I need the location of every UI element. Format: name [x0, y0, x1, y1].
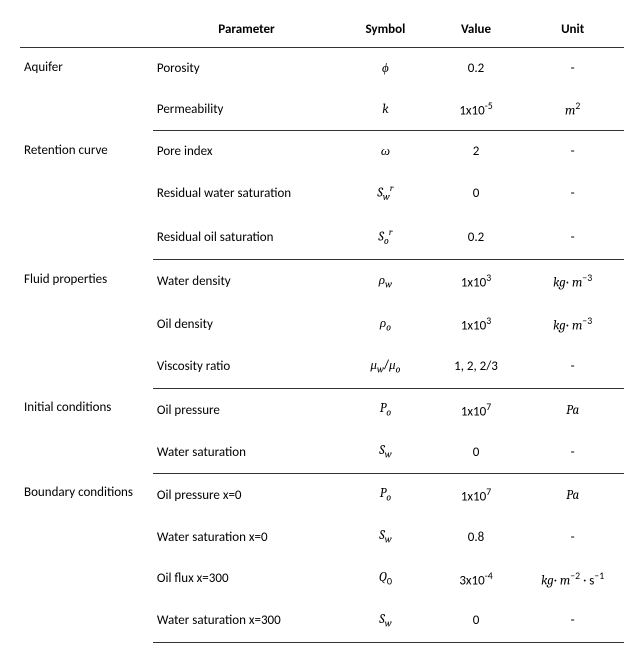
parameter-cell: Permeability — [153, 88, 340, 131]
symbol-cell: Sw — [340, 431, 431, 473]
parameter-cell: Oil flux x=300 — [153, 558, 340, 600]
unit-cell: Pa — [521, 388, 624, 431]
header-unit: Unit — [521, 16, 624, 48]
symbol-cell: ρo — [340, 303, 431, 346]
parameter-cell: Water density — [153, 260, 340, 303]
unit-cell: - — [521, 345, 624, 388]
table-header-row: Parameter Symbol Value Unit — [20, 16, 624, 48]
parameter-cell: Water saturation — [153, 431, 340, 473]
symbol-cell: Sw — [340, 600, 431, 642]
parameter-cell: Residual oil saturation — [153, 215, 340, 259]
value-cell: 0.8 — [431, 516, 522, 558]
unit-cell: m2 — [521, 88, 624, 131]
header-symbol: Symbol — [340, 16, 431, 48]
parameter-table: Parameter Symbol Value Unit AquiferPoros… — [20, 16, 624, 643]
header-category — [20, 16, 153, 48]
unit-cell: kg· m−3 — [521, 303, 624, 346]
value-cell: 1, 2, 2/3 — [431, 345, 522, 388]
value-cell: 0 — [431, 171, 522, 215]
category-cell: Fluid properties — [20, 260, 153, 389]
parameter-cell: Oil pressure — [153, 388, 340, 431]
parameter-cell: Viscosity ratio — [153, 345, 340, 388]
table-row: Initial conditionsOil pressurePo1x107Pa — [20, 388, 624, 431]
table-row: Fluid propertiesWater densityρw1x103kg· … — [20, 260, 624, 303]
unit-cell: - — [521, 131, 624, 172]
unit-cell: - — [521, 516, 624, 558]
parameter-cell: Oil pressure x=0 — [153, 473, 340, 516]
value-cell: 1x103 — [431, 303, 522, 346]
value-cell: 0.2 — [431, 215, 522, 259]
category-cell: Aquifer — [20, 48, 153, 131]
value-cell: 1x107 — [431, 473, 522, 516]
symbol-cell: Po — [340, 388, 431, 431]
value-cell: 1x103 — [431, 260, 522, 303]
parameter-cell: Oil density — [153, 303, 340, 346]
value-cell: 1x10-5 — [431, 88, 522, 131]
value-cell: 3x10-4 — [431, 558, 522, 600]
unit-cell: Pa — [521, 473, 624, 516]
symbol-cell: Swr — [340, 171, 431, 215]
parameter-cell: Pore index — [153, 131, 340, 172]
parameter-cell: Residual water saturation — [153, 171, 340, 215]
header-value: Value — [431, 16, 522, 48]
category-cell: Initial conditions — [20, 388, 153, 473]
unit-cell: - — [521, 48, 624, 89]
unit-cell: kg· m−2 · s−1 — [521, 558, 624, 600]
symbol-cell: Sw — [340, 516, 431, 558]
value-cell: 2 — [431, 131, 522, 172]
unit-cell: - — [521, 431, 624, 473]
table-row: AquiferPorosityϕ0.2- — [20, 48, 624, 89]
symbol-cell: Po — [340, 473, 431, 516]
unit-cell: - — [521, 600, 624, 642]
category-cell: Retention curve — [20, 131, 153, 260]
table-body: AquiferPorosityϕ0.2-Permeabilityk1x10-5m… — [20, 48, 624, 643]
symbol-cell: μw/μo — [340, 345, 431, 388]
symbol-cell: Q0 — [340, 558, 431, 600]
symbol-cell: k — [340, 88, 431, 131]
header-parameter: Parameter — [153, 16, 340, 48]
symbol-cell: Sor — [340, 215, 431, 259]
table-row: Retention curvePore indexω2- — [20, 131, 624, 172]
value-cell: 0 — [431, 431, 522, 473]
parameter-cell: Water saturation x=300 — [153, 600, 340, 642]
parameter-cell: Water saturation x=0 — [153, 516, 340, 558]
value-cell: 0 — [431, 600, 522, 642]
value-cell: 1x107 — [431, 388, 522, 431]
unit-cell: - — [521, 171, 624, 215]
unit-cell: kg· m−3 — [521, 260, 624, 303]
category-cell: Boundary conditions — [20, 473, 153, 642]
symbol-cell: ω — [340, 131, 431, 172]
symbol-cell: ρw — [340, 260, 431, 303]
unit-cell: - — [521, 215, 624, 259]
parameter-cell: Porosity — [153, 48, 340, 89]
value-cell: 0.2 — [431, 48, 522, 89]
table-row: Boundary conditionsOil pressure x=0Po1x1… — [20, 473, 624, 516]
symbol-cell: ϕ — [340, 48, 431, 89]
